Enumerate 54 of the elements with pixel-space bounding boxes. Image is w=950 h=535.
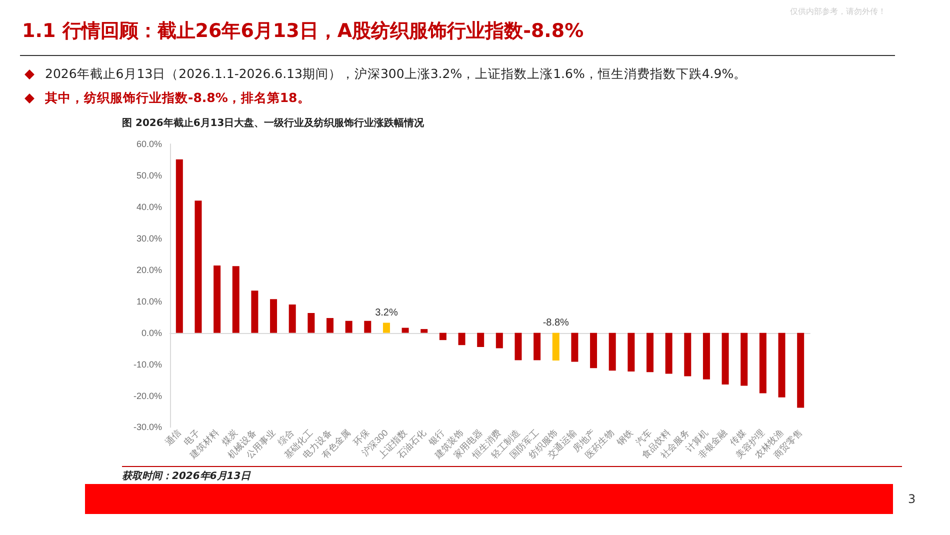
bar (214, 265, 221, 333)
chart-title: 1.1 行情回顾：截止26年6月13日，A股纺织服饰行业指数-8.8% (22, 19, 584, 44)
bar (458, 332, 466, 346)
y-tick-label: 0.0% (141, 328, 162, 338)
y-tick-label: 20.0% (136, 264, 162, 275)
bar (176, 159, 183, 333)
bar (628, 332, 635, 372)
bar (514, 332, 522, 360)
y-tick-label: 50.0% (136, 170, 162, 180)
bar (402, 328, 409, 333)
bar (740, 332, 748, 386)
bar (759, 332, 766, 394)
bar (722, 332, 729, 384)
bar (288, 304, 296, 333)
bar (270, 299, 278, 333)
bar (345, 320, 352, 333)
bar (571, 332, 578, 362)
bar (608, 332, 616, 371)
bar (552, 332, 560, 361)
y-tick-label: 60.0% (136, 139, 162, 149)
text: 获取时间：2026年6月13日 (122, 466, 902, 483)
y-tick-label: -10.0% (133, 359, 162, 370)
bar (232, 266, 240, 333)
bar (420, 329, 428, 333)
bar (382, 322, 390, 333)
y-tick-label: -30.0% (133, 422, 162, 432)
bar (534, 332, 541, 360)
y-tick-label: 10.0% (136, 296, 162, 306)
bar (326, 318, 334, 333)
data-label: -8.8% (542, 317, 570, 328)
bar (778, 332, 786, 398)
text: 其中，纺织服饰行业指数-8.8%，排名第18。 (45, 90, 310, 105)
x-tick-label: 通信 (163, 428, 183, 448)
y-tick-label: 40.0% (136, 202, 162, 212)
bar (646, 332, 654, 372)
chart-subtitle: 图 2026年截止6月13日大盘、一级行业及纺织服饰行业涨跌幅情况 (122, 116, 424, 130)
bar (308, 313, 315, 333)
bar (364, 320, 372, 333)
bar (477, 332, 484, 347)
bar (439, 332, 446, 340)
bar (590, 332, 598, 368)
bar (496, 332, 503, 348)
x-tick-label: 钢铁 (614, 428, 635, 448)
bar (684, 332, 692, 376)
bar (251, 290, 258, 333)
bar (194, 200, 202, 333)
data-label: 3.2% (375, 307, 398, 318)
bar (797, 332, 804, 408)
bar (702, 332, 710, 380)
text: 3 (908, 492, 916, 506)
bar (665, 332, 672, 374)
text: 2026年截止6月13日（2026.1.1-2026.6.13期间），沪深300上涨3.2%，上证指数上涨1.6%，恒生消费指数下跌4.9%。 (45, 66, 747, 81)
y-tick-label: -20.0% (133, 390, 162, 401)
y-tick-label: 30.0% (136, 233, 162, 244)
